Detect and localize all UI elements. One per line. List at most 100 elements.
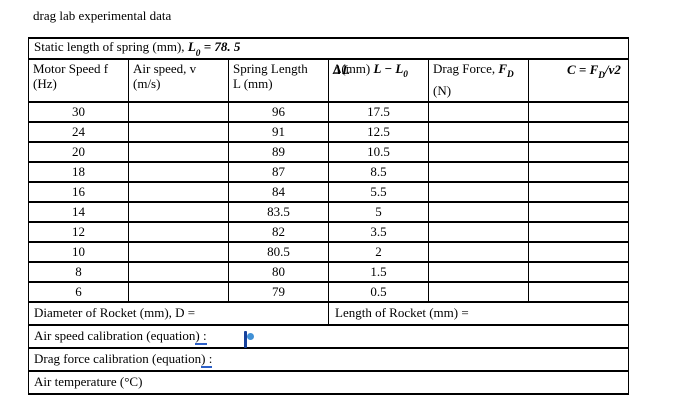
cell-dL[interactable]: 17.5 [328, 100, 429, 123]
rocket-dimensions-row: Diameter of Rocket (mm), D = Length of R… [28, 300, 630, 326]
air-temperature-row: Air temperature (°C) [27, 369, 630, 395]
cell-Fd[interactable] [428, 100, 529, 123]
cell-C[interactable] [527, 280, 630, 303]
cell-Fd[interactable] [428, 200, 529, 223]
cell-f[interactable]: 20 [28, 140, 129, 163]
cell-dL[interactable]: 0.5 [328, 280, 429, 303]
air-temperature-cell[interactable]: Air temperature (°C) [27, 369, 630, 395]
cell-L[interactable]: 83.5 [228, 200, 329, 223]
cell-Fd[interactable] [428, 240, 529, 263]
delta-l-base: Δ(mm) [333, 60, 371, 76]
cell-Fd[interactable] [428, 120, 529, 143]
table-row: 12 82 3.5 [28, 220, 630, 243]
experimental-data-table: Static length of spring (mm), L0 = 78. 5… [27, 37, 630, 395]
cell-dL[interactable]: 10.5 [328, 140, 429, 163]
cell-v[interactable] [128, 160, 229, 183]
table-row: 16 84 5.5 [28, 180, 630, 203]
cell-L[interactable]: 79 [228, 280, 329, 303]
cell-v[interactable] [128, 240, 229, 263]
air-speed-calibration-cell[interactable]: Air speed calibration (equation) : [27, 323, 630, 349]
table-header-row: Motor Speed f (Hz) Air speed, v (m/s) Sp… [28, 57, 630, 103]
cell-Fd[interactable] [428, 280, 529, 303]
cell-f[interactable]: 8 [28, 260, 129, 283]
cell-L[interactable]: 82 [228, 220, 329, 243]
header-drag-coefficient[interactable]: C = FD/v2 [527, 57, 630, 103]
header-drag-force[interactable]: Drag Force, FD (N) [428, 57, 529, 103]
cell-L[interactable]: 80.5 [228, 240, 329, 263]
cell-dL[interactable]: 12.5 [328, 120, 429, 143]
cell-v[interactable] [128, 280, 229, 303]
cell-dL[interactable]: 1.5 [328, 260, 429, 283]
cell-v[interactable] [128, 180, 229, 203]
cell-f[interactable]: 14 [28, 200, 129, 223]
cell-f[interactable]: 18 [28, 160, 129, 183]
header-spring-length[interactable]: Spring Length L (mm) [228, 57, 329, 103]
cell-L[interactable]: 87 [228, 160, 329, 183]
cell-v[interactable] [128, 140, 229, 163]
cell-v[interactable] [128, 260, 229, 283]
delta-l-math: L − L0 [370, 60, 408, 81]
cell-dL[interactable]: 2 [328, 240, 429, 263]
diameter-of-rocket-cell[interactable]: Diameter of Rocket (mm), D = [28, 300, 329, 326]
table-row: 10 80.5 2 [28, 240, 630, 263]
cell-v[interactable] [128, 200, 229, 223]
cell-L[interactable]: 91 [228, 120, 329, 143]
cell-C[interactable] [527, 100, 630, 123]
cell-C[interactable] [527, 200, 630, 223]
cell-C[interactable] [527, 140, 630, 163]
table-row: 18 87 8.5 [28, 160, 630, 183]
cell-dL[interactable]: 5.5 [328, 180, 429, 203]
grammar-underline: ) : [201, 351, 213, 369]
cell-C[interactable] [527, 180, 630, 203]
table-row: 8 80 1.5 [28, 260, 630, 283]
table-row: 6 79 0.5 [28, 280, 630, 303]
table-row: 14 83.5 5 [28, 200, 630, 223]
table-row: 30 96 17.5 [28, 100, 630, 123]
table-row: 24 91 12.5 [28, 120, 630, 143]
cell-Fd[interactable] [428, 160, 529, 183]
cell-v[interactable] [128, 120, 229, 143]
cell-dL[interactable]: 3.5 [328, 220, 429, 243]
cell-C[interactable] [527, 160, 630, 183]
cell-dL[interactable]: 5 [328, 200, 429, 223]
header-air-speed[interactable]: Air speed, v (m/s) [128, 57, 229, 103]
cell-f[interactable]: 10 [28, 240, 129, 263]
cell-Fd[interactable] [428, 220, 529, 243]
cell-Fd[interactable] [428, 140, 529, 163]
cursor-handle-dot [247, 333, 254, 340]
drag-coefficient-formula: C = FD/v2 [567, 61, 621, 82]
cell-v[interactable] [128, 100, 229, 123]
cell-f[interactable]: 30 [28, 100, 129, 123]
cell-L[interactable]: 89 [228, 140, 329, 163]
cell-C[interactable] [527, 240, 630, 263]
drag-force-calibration-row: Drag force calibration (equation) : [27, 346, 630, 372]
cell-dL[interactable]: 8.5 [328, 160, 429, 183]
cell-L[interactable]: 80 [228, 260, 329, 283]
cell-f[interactable]: 24 [28, 120, 129, 143]
static-length-cell[interactable]: Static length of spring (mm), L0 = 78. 5 [27, 37, 630, 60]
header-delta-l[interactable]: Δ(mm) L − L0 ΔL [328, 57, 429, 103]
text-cursor [244, 331, 247, 348]
cell-L[interactable]: 96 [228, 100, 329, 123]
cell-v[interactable] [128, 220, 229, 243]
table-row: 20 89 10.5 [28, 140, 630, 163]
drag-force-calibration-cell[interactable]: Drag force calibration (equation) : [27, 346, 630, 372]
cell-f[interactable]: 12 [28, 220, 129, 243]
cell-Fd[interactable] [428, 260, 529, 283]
document-title: drag lab experimental data [33, 8, 172, 23]
header-motor-speed[interactable]: Motor Speed f (Hz) [28, 57, 129, 103]
cell-f[interactable]: 6 [28, 280, 129, 303]
cell-L[interactable]: 84 [228, 180, 329, 203]
air-speed-calibration-row: Air speed calibration (equation) : [27, 323, 630, 349]
cell-C[interactable] [527, 220, 630, 243]
length-of-rocket-cell[interactable]: Length of Rocket (mm) = [327, 300, 630, 326]
static-length-label: Static length of spring (mm), [34, 39, 185, 54]
grammar-underline: ) : [195, 328, 207, 346]
cell-C[interactable] [527, 260, 630, 283]
L0-symbol: L0 = 78. 5 [184, 39, 241, 59]
cell-C[interactable] [527, 120, 630, 143]
delta-l-overlay: ΔL [333, 61, 352, 77]
static-length-row: Static length of spring (mm), L0 = 78. 5 [27, 37, 630, 60]
cell-f[interactable]: 16 [28, 180, 129, 203]
cell-Fd[interactable] [428, 180, 529, 203]
